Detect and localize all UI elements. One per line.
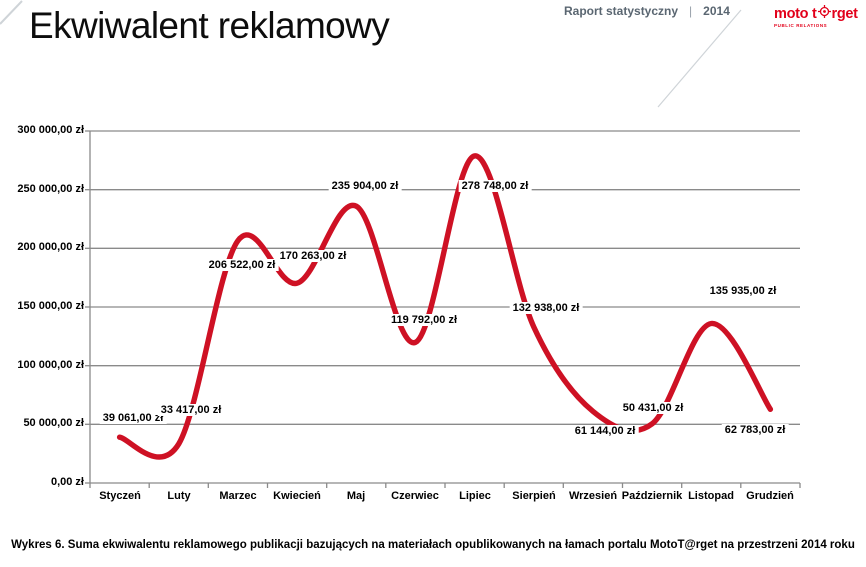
data-label: 132 938,00 zł xyxy=(509,302,583,314)
x-axis-label: Lipiec xyxy=(459,490,491,502)
data-label: 278 748,00 zł xyxy=(458,180,532,192)
y-axis-label: 300 000,00 zł xyxy=(17,124,84,136)
figure-caption: Wykres 6. Suma ekwiwalentu reklamowego p… xyxy=(11,539,855,551)
data-label: 62 783,00 zł xyxy=(721,424,789,436)
x-axis-label: Kwiecień xyxy=(273,490,321,502)
x-axis-label: Listopad xyxy=(688,490,734,502)
mototarget-logo: moto t rget PUBLIC RELATIONS xyxy=(774,5,866,28)
x-axis-label: Maj xyxy=(346,490,366,502)
x-axis-label: Grudzień xyxy=(746,490,794,502)
x-axis-label: Październik xyxy=(621,490,683,502)
header-decor-line xyxy=(657,9,742,108)
logo-text-post: rget xyxy=(831,5,859,22)
y-axis-label: 250 000,00 zł xyxy=(17,183,84,195)
series-line xyxy=(116,153,774,460)
x-axis-label: Wrzesień xyxy=(568,490,618,502)
header-separator: | xyxy=(689,4,693,18)
data-label: 50 431,00 zł xyxy=(619,402,687,414)
y-axis-label: 50 000,00 zł xyxy=(23,417,84,429)
data-label: 135 935,00 zł xyxy=(706,285,780,297)
logo-text-pre: moto t xyxy=(774,5,817,22)
target-icon xyxy=(817,5,831,22)
data-label: 61 144,00 zł xyxy=(571,425,639,437)
data-label: 119 792,00 zł xyxy=(387,314,461,326)
y-axis-label: 150 000,00 zł xyxy=(17,300,84,312)
x-axis-label: Sierpień xyxy=(512,490,556,502)
x-axis-label: Styczeń xyxy=(99,490,141,502)
data-label: 170 263,00 zł xyxy=(276,250,350,262)
y-axis-label: 100 000,00 zł xyxy=(17,359,84,371)
data-label: 33 417,00 zł xyxy=(157,404,225,416)
corner-decor-line xyxy=(0,0,23,25)
report-type-label: Raport statystyczny xyxy=(564,4,679,18)
x-axis-label: Marzec xyxy=(219,490,257,502)
page-title: Ekwiwalent reklamowy xyxy=(29,5,390,46)
y-axis-label: 200 000,00 zł xyxy=(17,241,84,253)
data-label: 39 061,00 zł xyxy=(99,412,167,424)
x-axis-label: Luty xyxy=(167,490,191,502)
logo-wordmark: moto t rget xyxy=(774,5,866,22)
report-year: 2014 xyxy=(703,4,730,18)
data-label: 235 904,00 zł xyxy=(328,180,402,192)
data-label: 206 522,00 zł xyxy=(205,259,279,271)
x-axis-label: Czerwiec xyxy=(391,490,439,502)
y-axis-label: 0,00 zł xyxy=(50,476,84,488)
logo-subtitle: PUBLIC RELATIONS xyxy=(774,23,828,28)
header-meta: Raport statystyczny | 2014 xyxy=(564,4,730,18)
